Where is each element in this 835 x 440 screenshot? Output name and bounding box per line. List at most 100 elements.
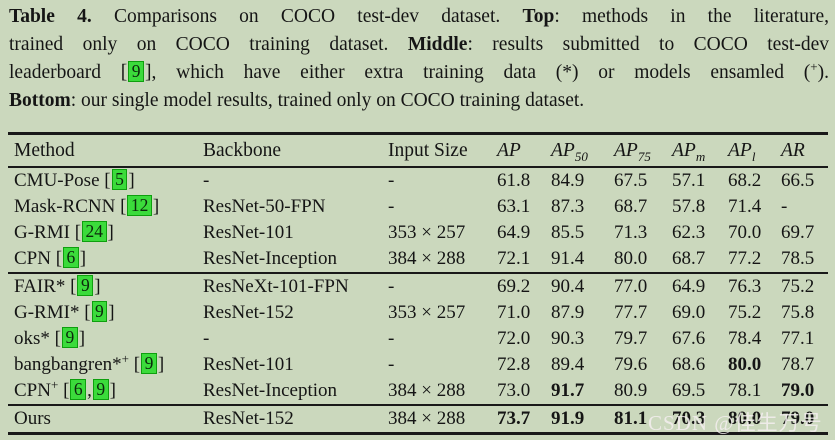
metric-value: 79.7: [614, 327, 648, 349]
column-header: Method: [14, 135, 203, 167]
input-size-cell: 353 × 257: [388, 301, 466, 323]
text-run: ,: [87, 379, 92, 401]
metric-value: 75.2: [728, 301, 762, 323]
text-run: ]: [152, 195, 160, 217]
results-table: Method Backbone Input Size AP AP50 AP75 APm APl…: [8, 132, 828, 435]
method-cell: bangbangren*+ [9]: [14, 351, 203, 379]
metric-value: 80.0: [614, 247, 648, 269]
method-cell: oks* [9]: [14, 326, 203, 352]
metric-value: 57.8: [672, 195, 706, 217]
text-run: : our single model results, trained only…: [70, 90, 585, 111]
citation-link[interactable]: 12: [127, 194, 152, 216]
metric-value: 90.3: [551, 327, 585, 349]
metric-value: 79.6: [614, 353, 648, 375]
table-rule: [8, 431, 828, 435]
citation-link[interactable]: 9: [61, 326, 78, 348]
header-label: AR: [781, 139, 805, 161]
text-run: ]: [128, 169, 135, 191]
citation-link[interactable]: 6: [70, 378, 87, 400]
text-run: Middle: [407, 34, 468, 55]
text-run: ]: [108, 301, 115, 323]
text-run: FAIR* [: [14, 275, 77, 297]
metric-value: 77.0: [614, 275, 648, 297]
text-run: ]: [109, 379, 116, 401]
backbone-cell: ResNet-101: [203, 221, 294, 243]
metric-value: 76.3: [728, 275, 762, 297]
metric-value: 70.0: [728, 221, 762, 243]
metric-value: 67.6: [672, 327, 706, 349]
backbone-cell: ResNet-50-FPN: [203, 195, 326, 217]
metric-value: 64.9: [672, 275, 706, 297]
input-size-cell: 384 × 288: [388, 247, 466, 269]
table-row: CPN [6] ResNet-Inception 384 × 288 72.1 91.4…: [8, 246, 828, 272]
header-label: AP: [728, 139, 752, 161]
metric-value: 79.0: [781, 379, 815, 401]
metric-value: 80.9: [614, 379, 648, 401]
metric-value: 72.0: [497, 327, 531, 349]
backbone-cell: ResNet-Inception: [203, 247, 338, 269]
column-header: APl: [728, 135, 781, 167]
text-run: Bottom: [9, 90, 71, 111]
metric-value: 85.5: [551, 221, 585, 243]
table-caption: Table 4. Comparisons on COCO test-dev da…: [9, 3, 829, 115]
header-subscript: l: [751, 148, 756, 164]
input-size-cell: -: [388, 169, 395, 191]
table-row: Ours ResNet-152 384 × 288 73.7 91.9 81.1 70.3 8…: [8, 406, 828, 432]
text-run: ]: [78, 327, 86, 349]
text-run: Mask-RCNN [: [14, 195, 127, 217]
column-header: AR: [781, 135, 828, 167]
text-run: oks* [: [14, 327, 61, 349]
text-run: ]: [157, 353, 165, 375]
citation-link[interactable]: 24: [82, 220, 107, 242]
text-run: CPN [: [14, 247, 63, 269]
header-label: Input Size: [388, 139, 468, 161]
caption-line: Table 4. Comparisons on COCO test-dev da…: [9, 3, 829, 31]
superscript: +: [810, 59, 818, 74]
citation-link[interactable]: 5: [111, 168, 128, 190]
table-rule: [8, 132, 828, 135]
column-header: AP: [497, 135, 551, 167]
metric-value: 71.3: [614, 221, 648, 243]
csdn-watermark: CSDN @佳生万号: [648, 411, 823, 435]
header-label: Method: [14, 139, 75, 161]
header-subscript: 50: [574, 148, 588, 164]
table-rule: [8, 403, 828, 406]
citation-link[interactable]: 9: [128, 61, 145, 82]
method-cell: G-RMI [24]: [14, 220, 203, 246]
metric-value: 91.9: [551, 407, 585, 429]
backbone-cell: ResNet-152: [203, 407, 294, 429]
text-run: leaderboard [: [9, 62, 128, 83]
citation-link[interactable]: 6: [63, 246, 79, 268]
text-run: ]: [94, 275, 101, 297]
method-cell: CPN+ [6, 9]: [14, 377, 203, 405]
text-run: CPN: [14, 379, 51, 401]
citation-link[interactable]: 9: [141, 352, 157, 374]
input-size-cell: -: [388, 353, 395, 375]
metric-value: 67.5: [614, 169, 648, 191]
backbone-cell: ResNet-152: [203, 301, 294, 323]
metric-value: 72.1: [497, 247, 531, 269]
metric-value: 87.3: [551, 195, 585, 217]
citation-link[interactable]: 9: [92, 378, 109, 400]
input-size-cell: 384 × 288: [388, 379, 466, 401]
citation-link[interactable]: 9: [91, 300, 108, 322]
metric-value: 73.7: [497, 407, 531, 429]
table-row: CPN+ [6, 9] ResNet-Inception 384 × 288 73.0 9…: [8, 377, 828, 405]
metric-value: 68.6: [672, 353, 706, 375]
text-run: CMU-Pose [: [14, 169, 111, 191]
metric-value: 71.4: [728, 195, 762, 217]
header-label: AP: [497, 139, 521, 161]
text-run: trained only on COCO training dataset.: [9, 34, 408, 55]
citation-link[interactable]: 9: [77, 274, 94, 296]
text-run: Comparisons on COCO test-dev dataset.: [91, 6, 523, 27]
metric-value: 77.1: [781, 327, 815, 349]
metric-value: 80.0: [728, 407, 762, 429]
table-row: Mask-RCNN [12] ResNet-50-FPN -63.1 87.3 68.7…: [8, 194, 828, 220]
metric-value: 72.8: [497, 353, 531, 375]
metric-value: 69.0: [672, 301, 706, 323]
table-rule: [8, 271, 828, 274]
text-run: Table 4.: [9, 6, 92, 27]
text-run: bangbangren*: [14, 353, 122, 375]
metric-value: 81.1: [614, 407, 648, 429]
text-run: ], which have either extra training data…: [145, 62, 811, 83]
